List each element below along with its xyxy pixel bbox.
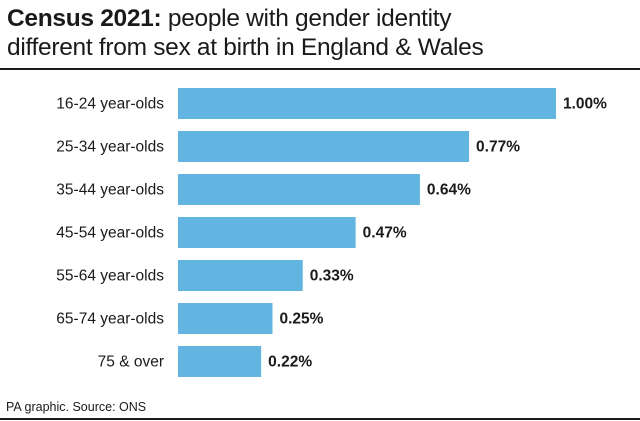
title-bold: Census 2021:	[7, 5, 162, 32]
value-label: 0.22%	[268, 354, 312, 371]
bar	[178, 131, 470, 162]
category-label: 45-54 year-olds	[56, 225, 164, 242]
bar	[178, 260, 303, 291]
category-label: 35-44 year-olds	[56, 182, 164, 199]
bar	[178, 303, 273, 334]
category-label: 16-24 year-olds	[56, 96, 164, 113]
bar	[178, 346, 262, 377]
value-label: 0.25%	[280, 311, 324, 328]
bottom-rule	[0, 418, 640, 420]
bar	[178, 88, 556, 119]
title-line2: different from sex at birth in England &…	[7, 34, 484, 61]
category-label: 75 & over	[98, 354, 164, 371]
value-label: 1.00%	[563, 96, 607, 113]
title-line1: people with gender identity	[161, 5, 452, 32]
value-label: 0.47%	[363, 225, 407, 242]
category-label: 65-74 year-olds	[56, 311, 164, 328]
value-label: 0.64%	[427, 182, 471, 199]
value-label: 0.33%	[310, 268, 354, 285]
category-label: 25-34 year-olds	[56, 139, 164, 156]
top-rule	[0, 68, 640, 70]
bar-chart: 16-24 year-olds 1.00% 25-34 year-olds 0.77%…	[56, 88, 607, 377]
bar	[178, 217, 356, 248]
source-footer: PA graphic. Source: ONS	[6, 400, 147, 414]
value-label: 0.77%	[476, 139, 520, 156]
chart-title: Census 2021: people with gender identity…	[7, 4, 484, 62]
bar	[178, 174, 420, 205]
category-label: 55-64 year-olds	[56, 268, 164, 285]
